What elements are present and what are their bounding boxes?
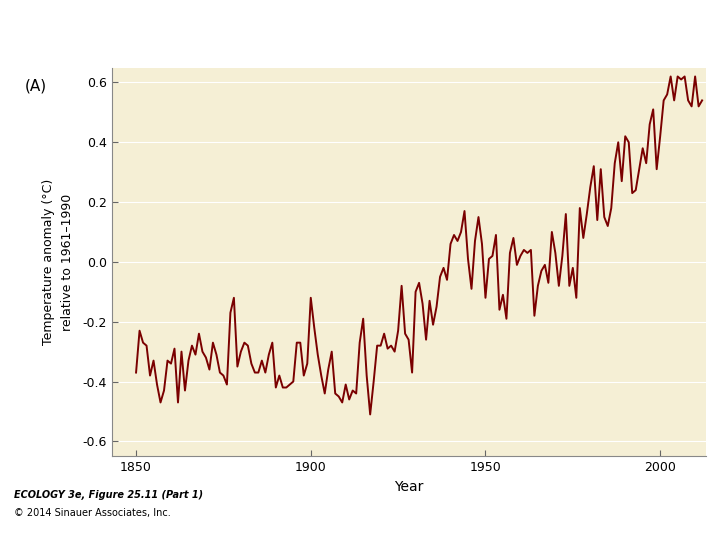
Text: Figure 25.11  Changes in Global Temperature and Precipitation (Part 1): Figure 25.11 Changes in Global Temperatu…: [6, 11, 478, 24]
X-axis label: Year: Year: [394, 480, 423, 494]
Text: (A): (A): [25, 78, 48, 93]
Text: ECOLOGY 3e, Figure 25.11 (Part 1): ECOLOGY 3e, Figure 25.11 (Part 1): [14, 489, 204, 500]
Y-axis label: Temperature anomaly (°C)
relative to 1961–1990: Temperature anomaly (°C) relative to 196…: [42, 179, 74, 345]
Text: © 2014 Sinauer Associates, Inc.: © 2014 Sinauer Associates, Inc.: [14, 508, 171, 518]
